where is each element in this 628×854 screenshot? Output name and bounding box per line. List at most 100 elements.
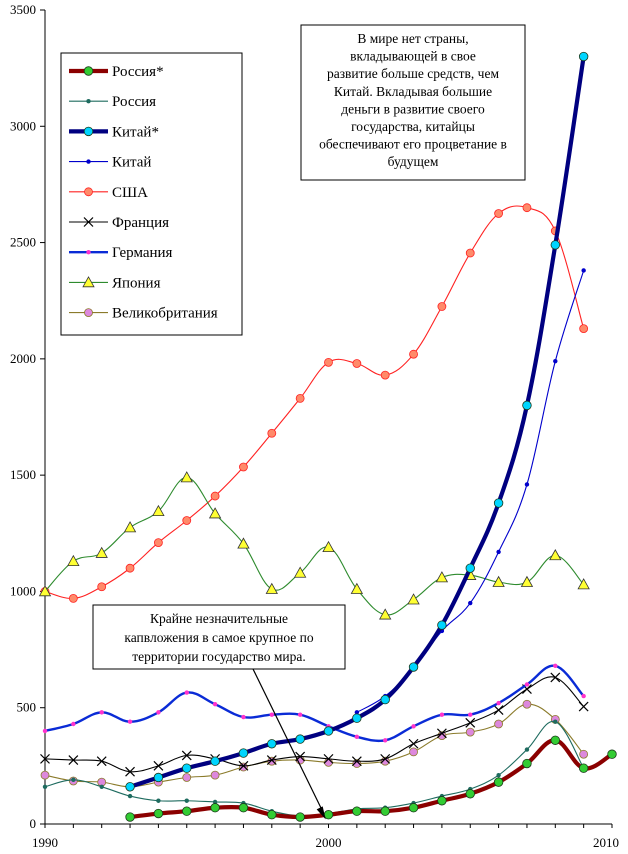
legend-label: Китай*: [112, 124, 159, 140]
x-tick-label: 1990: [32, 835, 58, 850]
data-point: [492, 575, 505, 587]
data-point: [42, 784, 48, 789]
data-point: [237, 537, 250, 549]
data-point: [350, 582, 364, 594]
data-point: [493, 777, 504, 787]
data-point: [435, 571, 449, 583]
data-point: [267, 428, 277, 438]
series-2: [125, 51, 589, 792]
data-point: [67, 554, 80, 566]
y-tick-label: 2000: [10, 351, 36, 366]
data-point: [354, 710, 360, 715]
data-point: [322, 540, 335, 553]
legend-item-7: Япония: [69, 275, 161, 291]
series-6: [42, 663, 586, 743]
data-point: [210, 491, 220, 501]
data-point: [352, 806, 362, 816]
data-point: [295, 393, 305, 403]
legend: Россия* Россия Китай* Китай США Франция Герман…: [60, 52, 243, 336]
data-point: [210, 756, 220, 766]
series-line: [43, 664, 585, 743]
data-point: [351, 756, 362, 767]
y-tick-label: 0: [30, 816, 37, 831]
data-point: [493, 705, 504, 715]
annotation-arrow-head: [316, 806, 326, 820]
data-point: [581, 268, 586, 273]
data-point: [409, 349, 418, 359]
data-point: [522, 699, 532, 709]
series-line: [44, 676, 585, 773]
legend-item-4: США: [69, 185, 148, 201]
data-point: [380, 806, 390, 816]
data-point: [550, 240, 561, 250]
data-point: [153, 772, 164, 783]
data-point: [156, 710, 161, 715]
data-point: [323, 726, 334, 736]
data-point: [436, 728, 447, 739]
data-point: [295, 734, 305, 744]
series-line: [44, 476, 585, 616]
data-point: [83, 217, 94, 227]
data-point: [465, 717, 476, 728]
data-point: [99, 784, 104, 789]
series-layer: [38, 51, 617, 822]
series-0: [125, 735, 617, 822]
legend-label: Германия: [112, 245, 173, 261]
data-point: [581, 693, 586, 699]
data-point: [210, 803, 220, 813]
data-point: [383, 738, 388, 743]
data-point: [96, 756, 107, 767]
annotation-arrow-line: [252, 668, 324, 812]
annotation-box-china: В мире нет страны, вкладывающей в свое раз…: [300, 24, 526, 181]
data-point: [553, 719, 558, 724]
data-point: [123, 521, 137, 533]
data-point: [437, 302, 447, 311]
annotation-line: развитие больше средств, чем: [327, 66, 499, 81]
annotation-line: В мире нет страны,: [357, 31, 468, 46]
data-point: [411, 724, 416, 729]
data-point: [127, 793, 133, 799]
annotation-line: Китай. Вкладывая большие: [334, 84, 492, 99]
data-point: [295, 812, 305, 822]
data-point: [71, 721, 76, 727]
data-point: [184, 798, 189, 803]
data-point: [524, 682, 530, 687]
data-point: [297, 712, 303, 717]
data-point: [153, 760, 164, 771]
data-point: [40, 753, 50, 764]
data-point: [524, 482, 530, 487]
data-point: [266, 755, 277, 765]
annotation-line: деньги в развитие своего: [341, 101, 485, 116]
data-point: [494, 209, 504, 218]
data-point: [522, 758, 532, 769]
series-line: [127, 738, 615, 820]
data-point: [354, 734, 360, 739]
annotation-line: территории государство мира.: [132, 649, 305, 664]
data-point: [468, 600, 473, 606]
y-tick-label: 500: [17, 700, 37, 715]
annotation-line: государства, китайцы: [351, 119, 475, 134]
data-point: [68, 594, 78, 603]
data-point: [42, 728, 48, 734]
data-point: [468, 712, 473, 717]
data-point: [380, 753, 391, 764]
data-point: [99, 710, 104, 715]
data-point: [352, 713, 362, 723]
data-point: [379, 608, 392, 620]
legend-label: Китай: [112, 155, 151, 171]
data-point: [153, 538, 163, 547]
data-point: [439, 712, 445, 717]
data-point: [493, 498, 504, 508]
data-point: [520, 575, 534, 587]
data-point: [578, 51, 589, 62]
data-point: [125, 782, 135, 792]
data-point: [465, 248, 475, 258]
series-7: [38, 471, 590, 620]
data-point: [212, 702, 218, 707]
data-point: [239, 762, 248, 772]
data-point: [380, 694, 390, 705]
data-point: [496, 549, 501, 555]
annotation-line: будущем: [388, 154, 439, 169]
data-point: [184, 690, 189, 695]
annotation-box-russia: Крайне незначительные капвложения в самое…: [92, 604, 346, 820]
